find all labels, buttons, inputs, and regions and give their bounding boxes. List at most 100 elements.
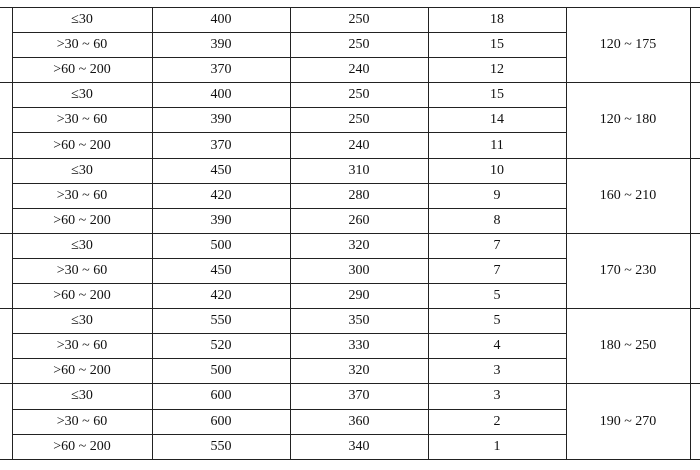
table-row: ≤30 450 310 10 160 ~ 210 bbox=[0, 157, 700, 234]
thickness-cell: >60 ~ 200 bbox=[11, 132, 153, 159]
value-c-cell: 2 bbox=[427, 408, 567, 435]
value-a-cell: 550 bbox=[151, 308, 291, 335]
value-b-cell: 320 bbox=[289, 232, 429, 259]
value-a-cell: 400 bbox=[151, 82, 291, 109]
value-b-cell: 300 bbox=[289, 257, 429, 285]
thickness-cell: ≤30 bbox=[11, 308, 153, 335]
table-row: >60 ~ 200 370 240 11 bbox=[0, 132, 700, 159]
left-cell bbox=[0, 308, 13, 385]
thickness-cell: ≤30 bbox=[11, 82, 153, 109]
value-c-cell: 11 bbox=[427, 132, 567, 159]
value-b-cell: 320 bbox=[289, 358, 429, 385]
right-cell bbox=[689, 157, 700, 234]
table-row: >30 ~ 60 390 250 14 bbox=[0, 107, 700, 134]
right-cell bbox=[689, 383, 700, 460]
table-row: ≤30 550 350 5 180 ~ 250 bbox=[0, 308, 700, 385]
table-row: ≤30 400 250 15 120 ~ 180 bbox=[0, 82, 700, 159]
right-cell bbox=[689, 6, 700, 84]
table-row: >30 ~ 60 390 250 15 bbox=[0, 32, 700, 59]
left-cell bbox=[0, 157, 13, 234]
table-row: >60 ~ 200 370 240 12 bbox=[0, 57, 700, 84]
thickness-cell: >60 ~ 200 bbox=[11, 358, 153, 385]
left-cell bbox=[0, 82, 13, 159]
left-cell bbox=[0, 6, 13, 84]
table-body: ≤30 400 250 18 120 ~ 175 >30 ~ 60 390 250 15 >60 … bbox=[0, 6, 700, 460]
value-c-cell: 14 bbox=[427, 107, 567, 134]
value-b-cell: 370 bbox=[289, 383, 429, 410]
value-c-cell: 18 bbox=[427, 6, 567, 34]
value-b-cell: 310 bbox=[289, 157, 429, 184]
value-a-cell: 500 bbox=[151, 358, 291, 385]
value-c-cell: 12 bbox=[427, 57, 567, 84]
value-a-cell: 390 bbox=[151, 207, 291, 234]
value-a-cell: 550 bbox=[151, 433, 291, 460]
range-cell: 170 ~ 230 bbox=[565, 232, 691, 310]
table-row: >60 ~ 200 420 290 5 bbox=[0, 283, 700, 310]
table-row: >30 ~ 60 420 280 9 bbox=[0, 182, 700, 209]
value-a-cell: 400 bbox=[151, 6, 291, 34]
value-c-cell: 15 bbox=[427, 82, 567, 109]
value-a-cell: 390 bbox=[151, 107, 291, 134]
table-row: ≤30 600 370 3 190 ~ 270 bbox=[0, 383, 700, 460]
value-c-cell: 4 bbox=[427, 333, 567, 360]
value-a-cell: 450 bbox=[151, 157, 291, 184]
value-a-cell: 370 bbox=[151, 132, 291, 159]
data-table: ≤30 400 250 18 120 ~ 175 >30 ~ 60 390 250 15 >60 … bbox=[0, 6, 700, 460]
thickness-cell: >30 ~ 60 bbox=[11, 333, 153, 360]
value-a-cell: 600 bbox=[151, 408, 291, 435]
value-a-cell: 420 bbox=[151, 283, 291, 310]
value-b-cell: 250 bbox=[289, 107, 429, 134]
value-b-cell: 330 bbox=[289, 333, 429, 360]
value-a-cell: 390 bbox=[151, 32, 291, 59]
thickness-cell: ≤30 bbox=[11, 383, 153, 410]
value-a-cell: 370 bbox=[151, 57, 291, 84]
value-a-cell: 600 bbox=[151, 383, 291, 410]
right-cell bbox=[689, 232, 700, 310]
value-b-cell: 250 bbox=[289, 32, 429, 59]
value-c-cell: 8 bbox=[427, 207, 567, 234]
value-b-cell: 290 bbox=[289, 283, 429, 310]
value-b-cell: 280 bbox=[289, 182, 429, 209]
table-row: >30 ~ 60 450 300 7 bbox=[0, 257, 700, 285]
value-b-cell: 360 bbox=[289, 408, 429, 435]
thickness-cell: >30 ~ 60 bbox=[11, 257, 153, 285]
range-cell: 160 ~ 210 bbox=[565, 157, 691, 234]
table-row: >60 ~ 200 550 340 1 bbox=[0, 433, 700, 460]
value-b-cell: 350 bbox=[289, 308, 429, 335]
value-a-cell: 420 bbox=[151, 182, 291, 209]
value-c-cell: 1 bbox=[427, 433, 567, 460]
table-row: >30 ~ 60 520 330 4 bbox=[0, 333, 700, 360]
table-row: ≤30 400 250 18 120 ~ 175 bbox=[0, 6, 700, 84]
value-a-cell: 520 bbox=[151, 333, 291, 360]
value-b-cell: 260 bbox=[289, 207, 429, 234]
thickness-cell: ≤30 bbox=[11, 232, 153, 259]
value-a-cell: 500 bbox=[151, 232, 291, 259]
value-b-cell: 340 bbox=[289, 433, 429, 460]
left-cell bbox=[0, 232, 13, 310]
value-b-cell: 240 bbox=[289, 132, 429, 159]
value-a-cell: 450 bbox=[151, 257, 291, 285]
value-c-cell: 10 bbox=[427, 157, 567, 184]
value-c-cell: 5 bbox=[427, 308, 567, 335]
thickness-cell: >30 ~ 60 bbox=[11, 408, 153, 435]
range-cell: 120 ~ 180 bbox=[565, 82, 691, 159]
value-b-cell: 240 bbox=[289, 57, 429, 84]
value-c-cell: 15 bbox=[427, 32, 567, 59]
thickness-cell: >30 ~ 60 bbox=[11, 32, 153, 59]
table-row: ≤30 500 320 7 170 ~ 230 bbox=[0, 232, 700, 310]
range-cell: 190 ~ 270 bbox=[565, 383, 691, 460]
right-cell bbox=[689, 82, 700, 159]
table-row: >60 ~ 200 500 320 3 bbox=[0, 358, 700, 385]
thickness-cell: >60 ~ 200 bbox=[11, 57, 153, 84]
thickness-cell: ≤30 bbox=[11, 6, 153, 34]
thickness-cell: >30 ~ 60 bbox=[11, 182, 153, 209]
value-b-cell: 250 bbox=[289, 82, 429, 109]
value-c-cell: 3 bbox=[427, 358, 567, 385]
value-c-cell: 5 bbox=[427, 283, 567, 310]
value-c-cell: 7 bbox=[427, 232, 567, 259]
value-b-cell: 250 bbox=[289, 6, 429, 34]
table-row: >30 ~ 60 600 360 2 bbox=[0, 408, 700, 435]
value-c-cell: 9 bbox=[427, 182, 567, 209]
range-cell: 180 ~ 250 bbox=[565, 308, 691, 385]
